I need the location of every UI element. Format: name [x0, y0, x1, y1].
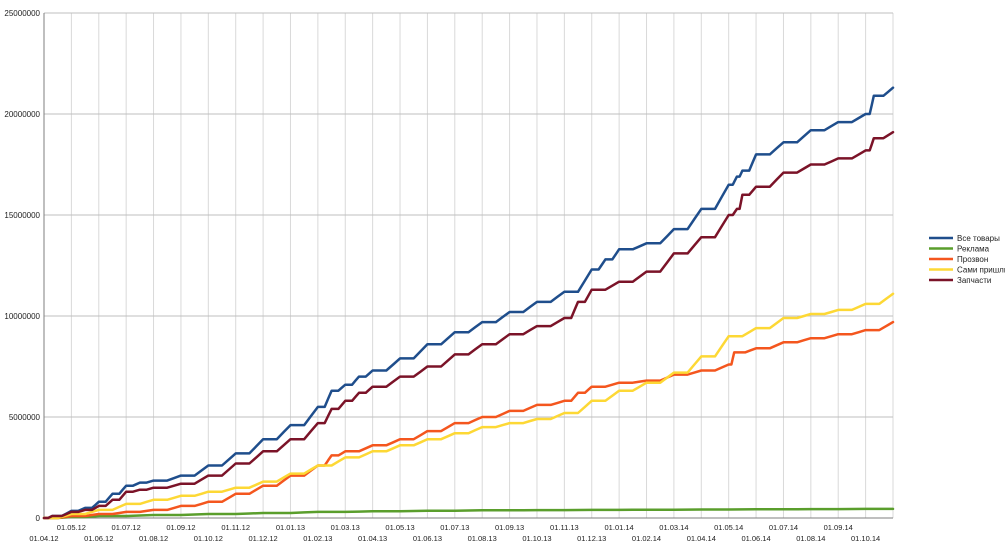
- x-tick-label: 01.10.12: [194, 534, 223, 543]
- x-tick-label: 01.04.13: [358, 534, 387, 543]
- y-tick-label: 15000000: [4, 211, 40, 220]
- x-tick-label: 01.07.14: [769, 523, 798, 532]
- x-axis: 01.04.12 01.06.12 01.08.12 01.10.12 01.12.12…: [29, 517, 893, 543]
- series-line-5: [42, 130, 895, 520]
- x-tick-label: 01.11.13: [550, 523, 579, 532]
- series-line-2: [42, 507, 895, 520]
- x-tick-label: 01.05.14: [714, 523, 743, 532]
- x-tick-label: 01.11.12: [221, 523, 250, 532]
- y-axis: 0 5000000 10000000 15000000 20000000 25000000: [4, 9, 45, 523]
- x-tick-label: 01.07.12: [112, 523, 141, 532]
- x-tick-label: 01.02.13: [303, 534, 332, 543]
- x-tick-label: 01.08.12: [139, 534, 168, 543]
- series-line-1: [42, 86, 895, 520]
- x-tick-label: 01.10.13: [522, 534, 551, 543]
- x-tick-label: 01.04.14: [687, 534, 716, 543]
- y-tick-label: 25000000: [4, 9, 40, 18]
- x-tick-label: 01.12.13: [577, 534, 606, 543]
- x-tick-label: 01.12.12: [248, 534, 277, 543]
- x-tick-label: 01.04.12: [29, 534, 58, 543]
- series-line-3: [42, 320, 895, 520]
- x-tick-label: 01.08.14: [796, 534, 825, 543]
- x-tick-label: 01.06.14: [741, 534, 770, 543]
- x-tick-label: 01.02.14: [632, 534, 661, 543]
- y-tick-label: 0: [36, 514, 41, 523]
- legend-label: Сами пришли: [957, 266, 1005, 275]
- x-tick-label: 01.06.13: [413, 534, 442, 543]
- x-tick-label: 01.05.12: [57, 523, 86, 532]
- x-tick-label: 01.05.13: [385, 523, 414, 532]
- x-tick-label: 01.08.13: [468, 534, 497, 543]
- legend-label: Запчасти: [957, 276, 991, 285]
- legend-label: Реклама: [957, 245, 990, 254]
- x-tick-label: 01.09.13: [495, 523, 524, 532]
- x-tick-label: 01.07.13: [440, 523, 469, 532]
- x-tick-label: 01.01.13: [276, 523, 305, 532]
- x-tick-label: 01.09.14: [824, 523, 853, 532]
- x-tick-label: 01.10.14: [851, 534, 880, 543]
- y-tick-label: 5000000: [9, 413, 41, 422]
- x-tick-label: 01.03.13: [331, 523, 360, 532]
- series-lines: [42, 86, 895, 520]
- x-tick-label: 01.03.14: [659, 523, 688, 532]
- x-tick-label: 01.01.14: [605, 523, 634, 532]
- series-line-4: [42, 292, 895, 520]
- grid: [43, 12, 894, 519]
- legend-label: Все товары: [957, 234, 1000, 243]
- x-tick-label: 01.09.12: [166, 523, 195, 532]
- x-tick-label: 01.06.12: [84, 534, 113, 543]
- y-tick-label: 20000000: [4, 110, 40, 119]
- y-tick-label: 10000000: [4, 312, 40, 321]
- legend-label: Прозвон: [957, 255, 988, 264]
